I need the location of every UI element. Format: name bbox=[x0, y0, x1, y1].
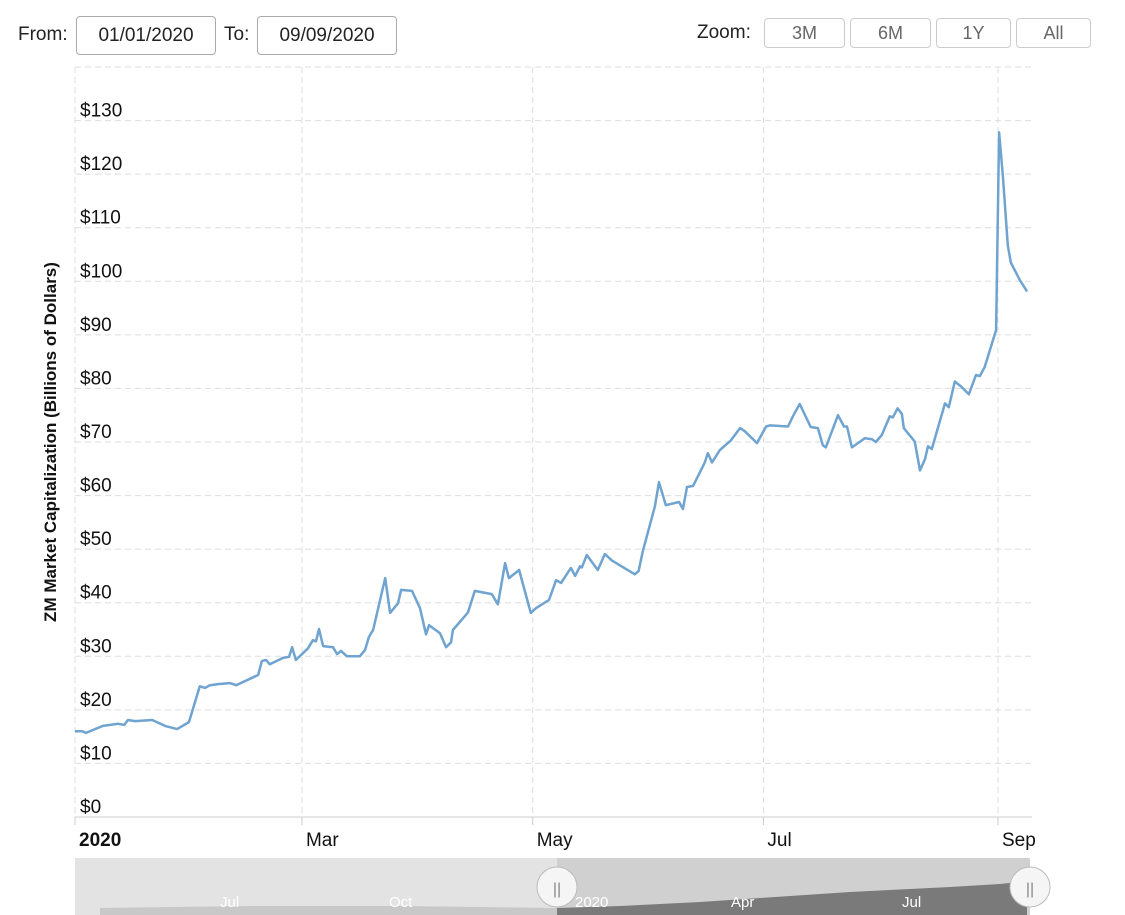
y-tick-label: $30 bbox=[80, 636, 112, 657]
to-label: To: bbox=[224, 24, 250, 45]
zoom-button[interactable]: 1Y bbox=[936, 18, 1011, 48]
y-tick-label: $90 bbox=[80, 315, 112, 336]
navigator-label: Jul bbox=[902, 894, 921, 911]
y-axis-title: ZM Market Capitalization (Billions of Do… bbox=[41, 262, 60, 622]
y-tick-label: $130 bbox=[80, 101, 122, 122]
from-input[interactable]: 01/01/2020 bbox=[76, 16, 216, 55]
zoom-label: Zoom: bbox=[697, 22, 751, 43]
y-tick-label: $110 bbox=[80, 208, 121, 229]
y-tick-label: $40 bbox=[80, 583, 112, 604]
handle-grip: || bbox=[1026, 881, 1034, 898]
y-tick-label: $60 bbox=[80, 476, 112, 497]
y-tick-label: $80 bbox=[80, 368, 112, 389]
navigator: Jul Oct 2020 Apr Jul || || bbox=[75, 858, 1051, 915]
line-series bbox=[75, 131, 1029, 735]
x-tick-label: 2020 bbox=[79, 830, 121, 851]
navigator-label: Oct bbox=[389, 894, 413, 911]
y-tick-label: $100 bbox=[80, 261, 122, 282]
to-input[interactable]: 09/09/2020 bbox=[257, 16, 397, 55]
navigator-label: Jul bbox=[220, 894, 239, 911]
plot: $0 $10 $20 $30 $40 $50 $60 $70 $80 $90 $100 $110 $12… bbox=[41, 66, 1036, 851]
navigator-label: Apr bbox=[731, 894, 754, 911]
navigator-handle[interactable] bbox=[1009, 866, 1051, 908]
y-tick-label: $20 bbox=[80, 690, 112, 711]
y-tick-label: $50 bbox=[80, 529, 112, 550]
navigator-area bbox=[100, 906, 557, 915]
y-tick-label: $70 bbox=[80, 422, 112, 443]
from-label: From: bbox=[18, 24, 68, 45]
y-tick-label: $0 bbox=[80, 797, 101, 818]
y-tick-label: $10 bbox=[80, 743, 112, 764]
handle-grip: || bbox=[553, 881, 561, 898]
x-tick-label: Jul bbox=[767, 830, 791, 851]
zoom-button[interactable]: 6M bbox=[850, 18, 931, 48]
x-tick-label: May bbox=[537, 830, 573, 851]
x-tick-label: Sep bbox=[1002, 830, 1036, 851]
zoom-button[interactable]: All bbox=[1016, 18, 1091, 48]
navigator-handle[interactable] bbox=[536, 866, 578, 908]
navigator-label: 2020 bbox=[575, 894, 608, 911]
zoom-button[interactable]: 3M bbox=[764, 18, 845, 48]
y-tick-label: $120 bbox=[80, 154, 122, 175]
x-tick-label: Mar bbox=[306, 830, 339, 851]
navigator-area bbox=[557, 881, 1027, 915]
